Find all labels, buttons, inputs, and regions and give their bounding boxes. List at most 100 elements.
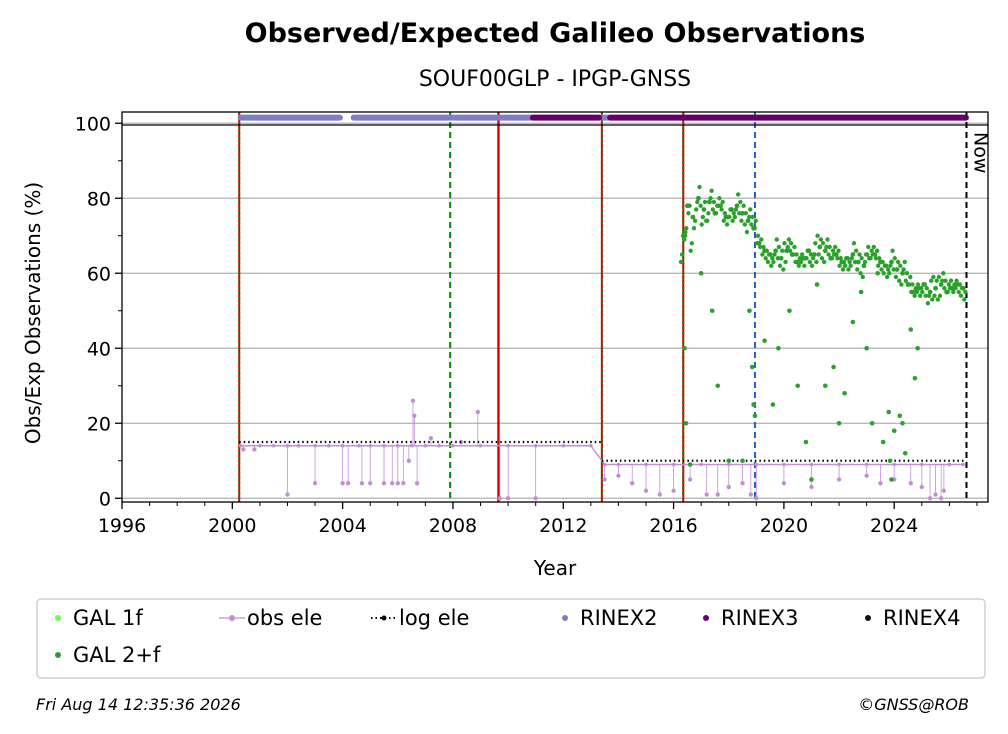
obs-ele-outlier-7 [368, 481, 373, 486]
obs-ele-outlier-16 [428, 436, 434, 441]
obs-ele-outlier-33 [748, 492, 754, 497]
gal-2f-outlier-30 [886, 409, 892, 415]
gal-2f-point-jitter [761, 244, 766, 250]
gal-2f-point-jitter [957, 282, 963, 287]
obs-ele-point-6 [327, 443, 331, 448]
gal-2f-point-jitter [753, 218, 758, 223]
gal-2f-outlier-23 [842, 390, 847, 396]
gal-2f-point-jitter [913, 286, 918, 291]
gal-2f-point-jitter [958, 293, 964, 298]
gal-2f-outlier-4 [709, 308, 715, 314]
legend-marker-0 [55, 615, 61, 621]
x-axis-label: Year [533, 556, 577, 580]
gal-2f-point-jitter [857, 252, 862, 257]
gal-2f-point-jitter [936, 274, 942, 280]
footer-credit: ©GNSS@ROB [858, 695, 969, 714]
x-tick-label-2012: 2012 [539, 515, 587, 537]
gal-2f-point-jitter [821, 259, 827, 265]
legend-marker-4 [703, 615, 709, 621]
gal-2f-point-jitter [679, 252, 685, 257]
gal-2f-point-jitter [855, 267, 860, 272]
legend-marker-6 [55, 652, 61, 658]
gal-2f-outlier-35 [900, 420, 905, 426]
gal-2f-outlier-17 [803, 439, 809, 445]
x-tick-label-2016: 2016 [649, 515, 697, 537]
gal-2f-point-jitter [953, 286, 958, 291]
gal-2f-point-jitter [866, 244, 871, 250]
gal-2f-point-jitter [687, 203, 692, 208]
gal-2f-point-jitter [746, 214, 752, 220]
gal-2f-point-jitter [869, 248, 874, 253]
gal-2f-point-32 [855, 259, 861, 265]
gal-2f-point-2 [690, 214, 696, 220]
gal-2f-outlier-20 [822, 383, 828, 389]
gal-2f-point-jitter [799, 252, 805, 257]
gal-2f-outlier-13 [770, 402, 776, 407]
gal-2f-outlier-28 [875, 270, 880, 276]
gal-2f-outlier-3 [698, 270, 704, 276]
gal-2f-point-jitter [750, 214, 755, 220]
gal-2f-point-jitter [858, 271, 863, 276]
gal-2f-point-46 [933, 285, 938, 291]
gal-2f-point-31 [850, 252, 856, 257]
legend-marker-1 [229, 615, 235, 621]
gal-2f-point-jitter [759, 237, 764, 242]
gal-2f-point-jitter [841, 259, 847, 265]
gal-2f-point-jitter [686, 211, 691, 216]
gal-2f-point-jitter [688, 248, 693, 253]
gal-2f-point-jitter [909, 289, 914, 295]
obs-ele-outlier-19 [497, 496, 503, 501]
obs-ele-point-8 [357, 443, 361, 448]
gal-2f-point-jitter [862, 259, 868, 265]
footer-timestamp: Fri Aug 14 12:35:36 2026 [36, 695, 241, 714]
gal-2f-point-jitter [709, 188, 714, 193]
gal-2f-point-jitter [700, 214, 706, 220]
gal-2f-point-jitter [791, 252, 796, 257]
gal-2f-point-jitter [921, 282, 926, 287]
gal-2f-point-3 [696, 195, 701, 201]
gal-2f-point-jitter [722, 211, 728, 216]
gal-2f-point-jitter [852, 259, 858, 265]
gal-2f-point-jitter [903, 278, 909, 283]
legend-label-0: GAL 1f [73, 606, 143, 630]
grid-lines [122, 122, 988, 499]
obs-ele-outlier-2 [285, 492, 290, 497]
y-tick-label-80: 80 [87, 188, 111, 210]
gal-2f-point-jitter [716, 203, 721, 208]
chart-subtitle: SOUF00GLP - IPGP-GNSS [419, 67, 691, 92]
axes: 0 20 40 60 80 100 1996 2000 2004 2008 2012 2016 2020… [75, 113, 978, 537]
legend-label-2: log ele [399, 606, 469, 630]
gal-2f-point-jitter [787, 248, 793, 253]
gal-2f-outlier-38 [912, 375, 918, 381]
obs-ele-outlier-20 [505, 496, 511, 501]
gal-2f-point-jitter [846, 267, 851, 272]
gal-2f-point-jitter [706, 211, 711, 216]
gal-2f-point-jitter [865, 252, 870, 257]
gal-2f-point-jitter [947, 286, 953, 291]
gal-2f-point-jitter [908, 274, 913, 280]
gal-2f-point-jitter [952, 282, 957, 287]
gal-2f-point-jitter [717, 196, 722, 201]
gal-2f-point-jitter [737, 211, 742, 216]
gal-2f-point-jitter [848, 263, 853, 268]
gal-2f-point-jitter [943, 278, 948, 283]
gal-2f-point-jitter [959, 286, 965, 291]
gal-2f-point-jitter [735, 192, 741, 197]
gal-2f-point-jitter [780, 248, 785, 253]
gal-2f-point-jitter [849, 256, 854, 261]
y-tick-label-0: 0 [99, 488, 111, 510]
gal-2f-outlier-26 [864, 345, 869, 351]
gal-2f-point-jitter [818, 237, 824, 242]
gal-2f-point-jitter [895, 259, 901, 265]
gal-2f-point-jitter [721, 218, 726, 223]
y-tick-label-60: 60 [87, 263, 111, 285]
gal-2f-point-jitter [844, 256, 849, 261]
gal-2f-point-jitter [836, 248, 841, 253]
obs-ele-outlier-5 [345, 481, 351, 486]
gal-2f-point-jitter [741, 203, 746, 208]
gal-2f-point-jitter [785, 244, 790, 250]
gal-2f-outlier-11 [752, 413, 758, 419]
gal-2f-point-jitter [873, 256, 879, 261]
gal-2f-point-jitter [948, 278, 954, 283]
gal-2f-point-jitter [698, 203, 703, 208]
